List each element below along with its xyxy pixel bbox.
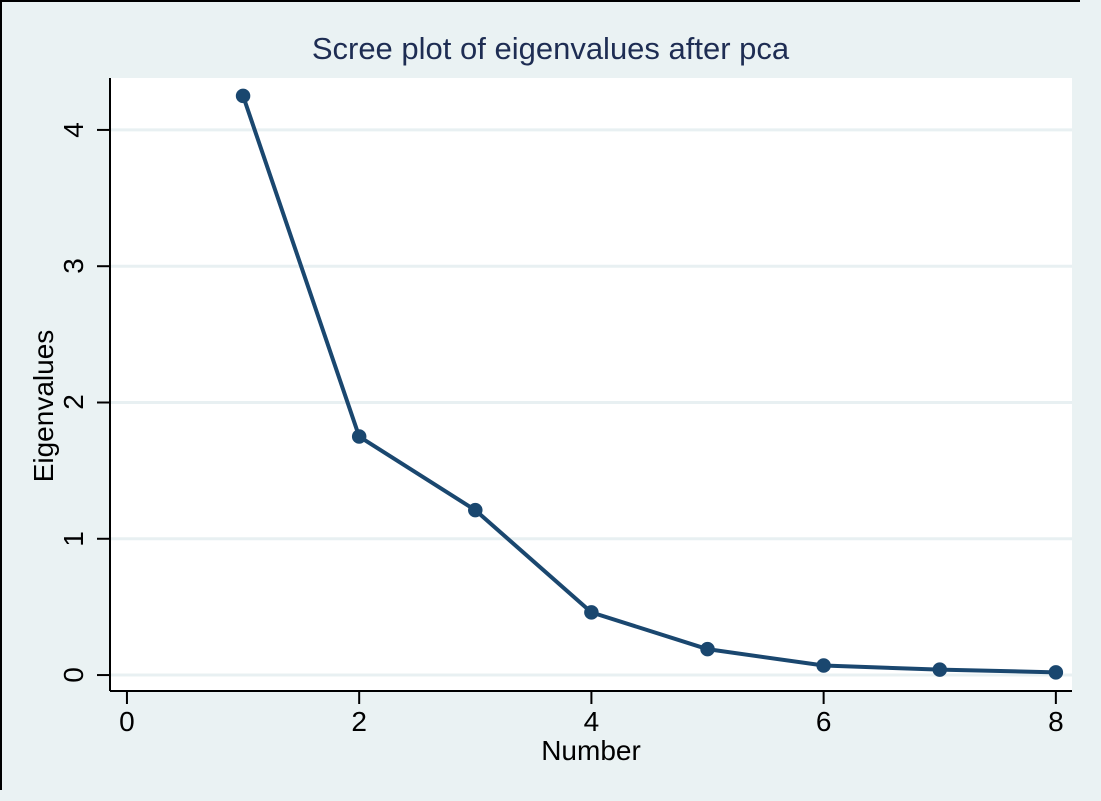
data-point-marker	[700, 641, 715, 657]
y-tick-label: 0	[58, 667, 89, 683]
chart-title: Scree plot of eigenvalues after pca	[311, 31, 790, 66]
y-tick-label: 4	[58, 122, 89, 138]
x-tick-label: 0	[119, 706, 135, 737]
x-tick-label: 6	[815, 706, 832, 737]
data-point-marker	[932, 662, 947, 677]
data-point-marker	[235, 88, 251, 104]
y-tick-label: 2	[58, 394, 89, 411]
x-axis-title: Number	[541, 735, 641, 766]
data-point-marker	[468, 502, 483, 518]
window-border-top	[0, 0, 1080, 2]
plot-area	[110, 78, 1072, 691]
data-point-marker	[816, 658, 831, 673]
data-point-marker	[584, 605, 599, 620]
data-point-marker	[1048, 665, 1064, 680]
y-tick-label: 3	[58, 258, 89, 274]
y-tick-label: 1	[58, 530, 89, 547]
data-point-marker	[351, 429, 367, 444]
x-tick-label: 2	[351, 706, 367, 737]
y-axis-title: Eigenvalues	[28, 329, 59, 483]
series-line	[241, 93, 1058, 675]
x-tick-label: 4	[583, 706, 600, 737]
window-border-left	[0, 0, 2, 790]
x-tick-label: 8	[1048, 706, 1064, 737]
